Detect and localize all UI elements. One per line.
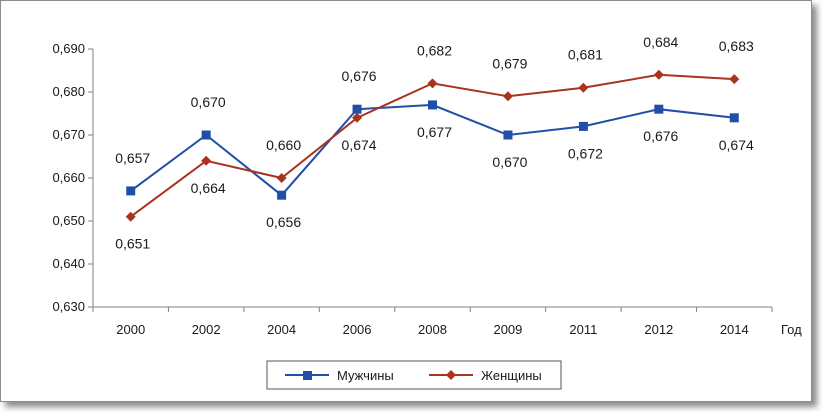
y-tick-label: 0,650 <box>52 213 85 228</box>
y-tick-label: 0,660 <box>52 170 85 185</box>
legend-label-men: Мужчины <box>337 368 394 383</box>
x-tick-label: 2008 <box>418 322 447 337</box>
data-point-marker <box>352 112 363 123</box>
y-tick-label: 0,680 <box>52 84 85 99</box>
data-point-marker <box>578 82 589 93</box>
data-label: 0,676 <box>342 68 377 84</box>
data-point-marker <box>578 121 588 131</box>
data-label: 0,664 <box>191 180 226 196</box>
data-label: 0,670 <box>492 154 527 170</box>
data-point-marker <box>729 113 739 123</box>
x-axis-ticks: 2000 2002 2004 2006 2008 2009 2011 2012 2014 <box>92 307 773 337</box>
x-tick-label: 2000 <box>116 322 145 337</box>
y-axis-ticks: 0,630 0,640 0,650 0,660 0,670 0,680 0,690 <box>52 41 93 314</box>
x-axis-title: Год <box>781 322 802 337</box>
data-point-marker <box>653 69 664 80</box>
data-point-marker <box>277 190 287 200</box>
chart-legend: Мужчины Женщины <box>266 360 562 390</box>
data-point-marker <box>654 104 664 114</box>
data-label: 0,683 <box>719 38 754 54</box>
data-point-marker <box>201 130 211 140</box>
data-label: 0,670 <box>191 94 226 110</box>
x-tick-label: 2012 <box>644 322 673 337</box>
data-label: 0,651 <box>115 236 150 252</box>
data-label: 0,674 <box>719 137 754 153</box>
data-label: 0,684 <box>643 34 678 50</box>
data-point-marker <box>428 100 437 110</box>
data-point-marker <box>427 78 438 89</box>
legend-marker-men <box>303 371 312 380</box>
data-point-marker <box>503 130 513 140</box>
data-label: 0,674 <box>342 137 377 153</box>
x-tick-label: 2002 <box>192 322 221 337</box>
data-label: 0,676 <box>643 128 678 144</box>
line-chart: 0,630 0,640 0,650 0,660 0,670 0,680 0,690 2000… <box>52 34 802 390</box>
x-tick-label: 2006 <box>343 322 372 337</box>
data-point-marker <box>502 91 513 102</box>
y-tick-label: 0,690 <box>52 41 85 56</box>
x-tick-label: 2009 <box>493 322 522 337</box>
y-tick-label: 0,630 <box>52 299 85 314</box>
data-label: 0,672 <box>568 145 603 161</box>
legend-label-women: Женщины <box>481 368 542 383</box>
x-tick-label: 2014 <box>720 322 749 337</box>
y-tick-label: 0,640 <box>52 256 85 271</box>
data-point-marker <box>126 186 136 196</box>
chart-frame: 0,630 0,640 0,650 0,660 0,670 0,680 0,690 2000… <box>0 0 812 402</box>
data-point-marker <box>352 104 362 114</box>
chart-series <box>125 69 740 222</box>
x-tick-label: 2011 <box>569 322 597 337</box>
data-point-marker <box>729 74 740 85</box>
data-label: 0,657 <box>115 150 150 166</box>
legend-marker-women <box>446 370 456 380</box>
data-label: 0,679 <box>492 55 527 71</box>
data-label: 0,681 <box>568 47 603 63</box>
y-tick-label: 0,670 <box>52 127 85 142</box>
data-labels: 0,657 0,670 0,656 0,676 0,677 0,670 0,672 0,676… <box>115 34 754 252</box>
data-label: 0,682 <box>417 42 452 58</box>
data-point-marker <box>276 173 287 183</box>
data-label: 0,677 <box>417 124 452 140</box>
data-label: 0,660 <box>266 137 301 153</box>
data-point-marker <box>201 155 212 166</box>
data-label: 0,656 <box>266 214 301 230</box>
x-tick-label: 2004 <box>267 322 296 337</box>
data-point-marker <box>125 211 136 222</box>
